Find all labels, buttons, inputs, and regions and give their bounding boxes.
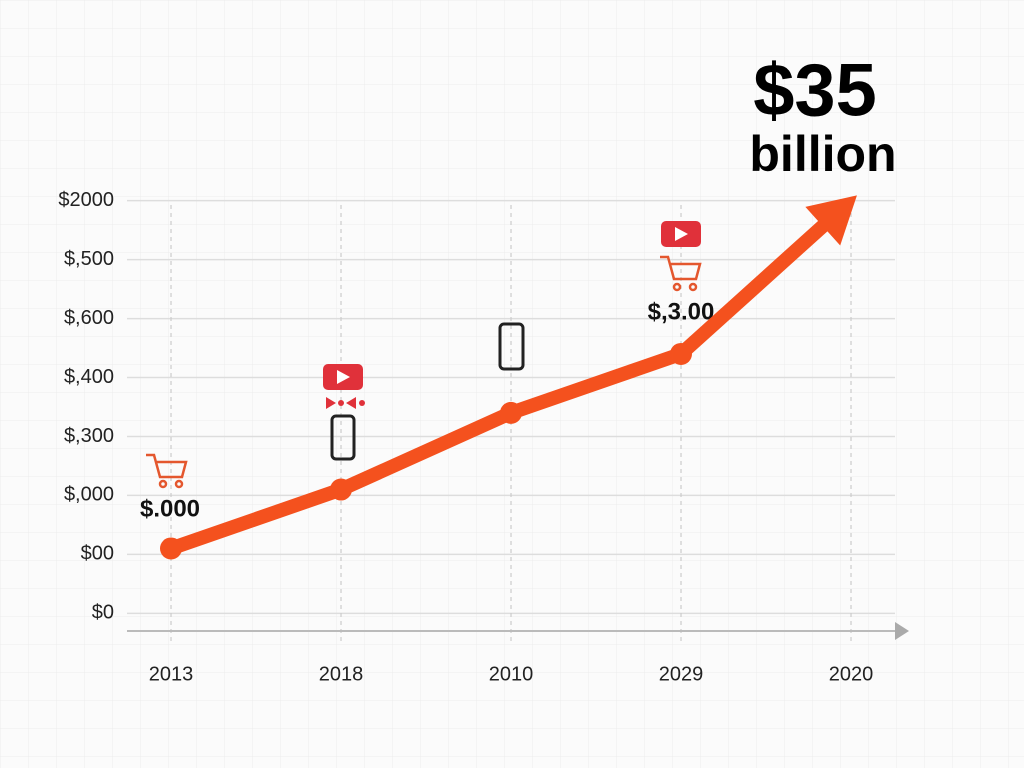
point [500, 401, 522, 424]
axis [127, 622, 909, 640]
y-tick-label: $,600 [64, 307, 114, 329]
x-tick-label: 2020 [829, 663, 874, 685]
x-tick-label: 2013 [149, 663, 194, 685]
y-tick-label: $2000 [58, 189, 114, 211]
point [160, 537, 182, 560]
headline: billion [749, 126, 896, 182]
x-tick-label: 2018 [319, 663, 364, 685]
x-tick-label: 2029 [659, 663, 704, 685]
point [670, 342, 692, 365]
annotation: $,3.00 [648, 298, 715, 325]
arrow-head [805, 195, 857, 246]
y-tick-label: $,500 [64, 248, 114, 270]
icon-cart [146, 255, 702, 489]
icon-video [323, 221, 701, 409]
y-tick-label: $,300 [64, 425, 114, 447]
y-tick-label: $,000 [64, 484, 114, 506]
point [330, 478, 352, 501]
icon-phone [330, 322, 525, 461]
annotation: $.000 [140, 495, 200, 522]
y-tick-label: $,400 [64, 366, 114, 388]
y-tick-label: $00 [81, 543, 114, 565]
x-tick-label: 2010 [489, 663, 534, 685]
y-tick-label: $0 [92, 602, 114, 624]
headline: $35 [753, 49, 876, 132]
